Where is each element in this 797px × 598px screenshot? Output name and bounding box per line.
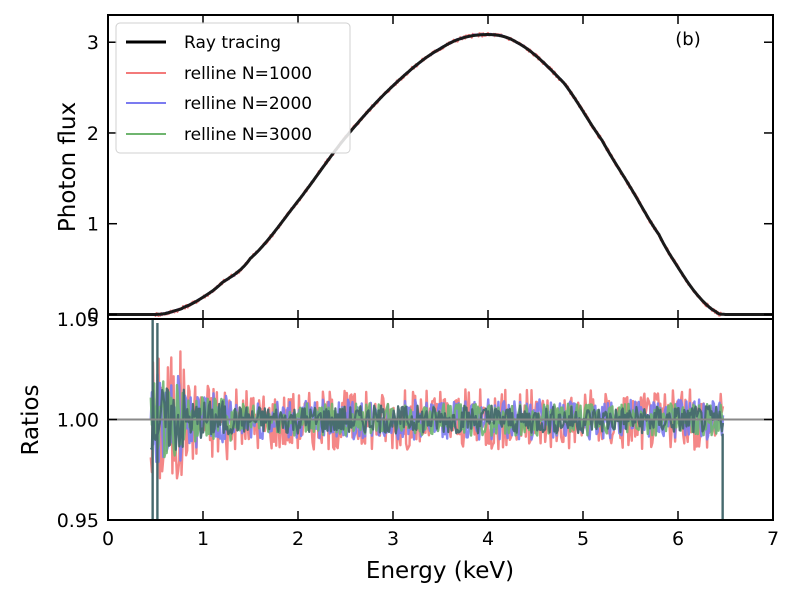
- legend-label-n2000: relline N=2000: [184, 94, 312, 114]
- legend: Ray tracing relline N=1000 relline N=200…: [115, 22, 351, 154]
- top-y-tick-label: 0: [87, 304, 99, 326]
- x-tick-label: 4: [482, 528, 494, 550]
- bottom-plot-frame: [107, 318, 774, 521]
- top-y-ticks: 0 1 2 3: [87, 32, 773, 326]
- x-tick-label: 0: [102, 528, 114, 550]
- bottom-y-axis-label: Ratios: [18, 384, 44, 455]
- x-tick-label: 5: [577, 528, 589, 550]
- top-y-axis-label: Photon flux: [55, 102, 81, 232]
- bottom-series-overlay: [149, 387, 725, 451]
- top-series-lines: [107, 31, 774, 317]
- bottom-y-tick-label: 1.05: [57, 309, 99, 331]
- top-y-tick-label: 2: [87, 123, 99, 145]
- top-y-tick-label: 3: [87, 32, 99, 54]
- legend-label-n1000: relline N=1000: [184, 64, 312, 84]
- bottom-y-tick-label: 1.00: [57, 410, 99, 432]
- x-axis-label: Energy (keV): [366, 558, 514, 584]
- x-tick-label: 3: [387, 528, 399, 550]
- x-tick-label: 2: [292, 528, 304, 550]
- bottom-y-tick-label: 0.95: [57, 510, 99, 532]
- x-tick-label: 1: [197, 528, 209, 550]
- top-series-ray-tracing: [107, 33, 774, 316]
- panel-annotation: (b): [675, 29, 700, 50]
- top-y-tick-label: 1: [87, 214, 99, 236]
- x-tick-label: 7: [767, 528, 779, 550]
- legend-box: [115, 22, 351, 154]
- legend-label-n3000: relline N=3000: [184, 125, 312, 145]
- legend-label-ray-tracing: Ray tracing: [184, 33, 281, 53]
- x-tick-label: 6: [672, 528, 684, 550]
- bottom-panel: 0.95 1.00 1.05 0 1 2 3 4 5 6 7 Ratios Energy (keV…: [18, 309, 779, 584]
